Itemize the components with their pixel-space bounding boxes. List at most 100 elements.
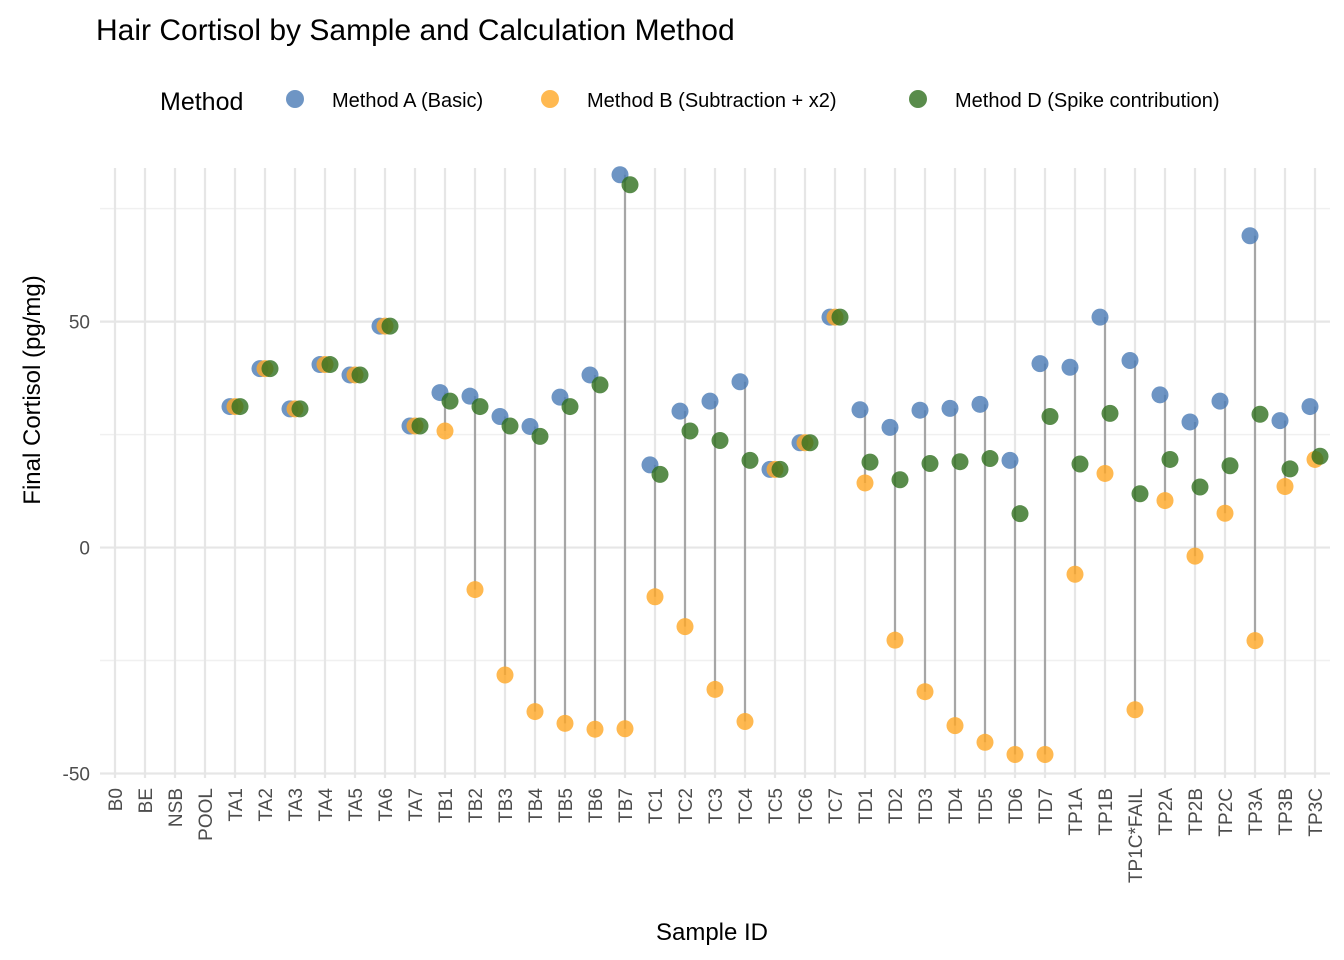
- data-point: [1101, 404, 1119, 422]
- x-axis-ticks: B0 BE NSB POOL TA1 TA2 TA3 TA4 TA5 TA6 TA7 TB1 TB2 TB…: [106, 788, 1327, 883]
- data-point: [1246, 632, 1264, 650]
- data-point: [861, 453, 879, 471]
- legend-label: Method A (Basic): [332, 90, 483, 112]
- x-tick-label: TB2: [466, 788, 487, 823]
- data-point: [556, 714, 574, 732]
- data-point: [1066, 565, 1084, 583]
- data-point: [831, 308, 849, 326]
- data-point: [1011, 505, 1029, 523]
- data-point: [471, 398, 489, 416]
- x-tick-label: TD4: [946, 788, 967, 824]
- data-point: [1281, 460, 1299, 478]
- data-point: [881, 418, 899, 436]
- x-tick-label: TC5: [766, 788, 787, 824]
- legend-key: [909, 90, 927, 108]
- data-point: [436, 422, 454, 440]
- x-tick-label: TA7: [406, 788, 427, 821]
- data-point: [616, 720, 634, 738]
- data-point: [1151, 386, 1169, 404]
- data-point: [1091, 308, 1109, 326]
- data-point: [231, 398, 249, 416]
- x-tick-label: TP1C*FAIL: [1126, 788, 1147, 883]
- x-tick-label: TC2: [676, 788, 697, 824]
- data-point: [1221, 457, 1239, 475]
- data-point: [291, 400, 309, 418]
- x-tick-label: TA2: [256, 788, 277, 821]
- data-point: [736, 713, 754, 731]
- data-point: [731, 373, 749, 391]
- x-tick-label: B0: [106, 788, 127, 811]
- x-tick-label: TP3A: [1246, 788, 1267, 836]
- data-point: [801, 434, 819, 452]
- data-point: [711, 431, 729, 449]
- legend-label: Method D (Spike contribution): [955, 90, 1220, 112]
- x-tick-label: TP3C: [1306, 788, 1327, 837]
- data-point: [1251, 405, 1269, 423]
- x-tick-label: TD5: [976, 788, 997, 824]
- data-point: [1186, 547, 1204, 565]
- x-tick-label: TB3: [496, 788, 517, 823]
- x-tick-label: TD3: [916, 788, 937, 824]
- data-point: [1036, 746, 1054, 764]
- data-point: [646, 588, 664, 606]
- data-point: [1096, 464, 1114, 482]
- data-point: [1061, 358, 1079, 376]
- data-point: [1211, 392, 1229, 410]
- data-point: [466, 581, 484, 599]
- x-tick-label: TB6: [586, 788, 607, 823]
- x-tick-label: TP1B: [1096, 788, 1117, 836]
- data-point: [441, 392, 459, 410]
- y-axis-title: Final Cortisol (pg/mg): [19, 275, 46, 504]
- x-tick-label: NSB: [166, 788, 187, 827]
- y-tick-label: 0: [79, 539, 90, 560]
- y-axis-ticks: -50 0 50: [63, 313, 90, 786]
- data-point: [411, 417, 429, 435]
- x-tick-label: TP2A: [1156, 788, 1177, 836]
- x-tick-label: TB7: [616, 788, 637, 823]
- data-point: [321, 356, 339, 374]
- x-tick-label: TC4: [736, 788, 757, 824]
- data-point: [941, 399, 959, 417]
- data-point: [381, 317, 399, 335]
- x-tick-label: TP2B: [1186, 788, 1207, 836]
- chart-title: Hair Cortisol by Sample and Calculation …: [96, 14, 735, 47]
- x-tick-label: TA6: [376, 788, 397, 821]
- data-point: [851, 401, 869, 419]
- data-point: [701, 392, 719, 410]
- x-tick-label: BE: [136, 788, 157, 813]
- data-point: [1131, 485, 1149, 503]
- data-point: [976, 733, 994, 751]
- data-point: [586, 720, 604, 738]
- data-point: [1301, 398, 1319, 416]
- data-point: [561, 398, 579, 416]
- data-point: [741, 451, 759, 469]
- data-point: [921, 455, 939, 473]
- legend: Method Method A (Basic) Method B (Subtrac…: [160, 88, 1220, 116]
- legend-key: [541, 90, 559, 108]
- data-point: [671, 402, 689, 420]
- x-tick-label: TD7: [1036, 788, 1057, 824]
- x-tick-label: TA4: [316, 788, 337, 822]
- x-tick-label: TB1: [436, 788, 457, 823]
- data-point: [1071, 455, 1089, 473]
- data-point: [911, 401, 929, 419]
- data-points: [221, 166, 1329, 764]
- data-point: [1156, 492, 1174, 510]
- data-point: [886, 631, 904, 649]
- data-point: [651, 465, 669, 483]
- x-tick-label: TB4: [526, 788, 547, 823]
- x-tick-label: TC7: [826, 788, 847, 824]
- data-point: [971, 395, 989, 413]
- data-point: [496, 666, 514, 684]
- x-tick-label: TP2C: [1216, 788, 1237, 837]
- data-point: [501, 417, 519, 435]
- legend-key: [286, 90, 304, 108]
- x-tick-label: TD2: [886, 788, 907, 824]
- x-tick-label: TA1: [226, 788, 247, 821]
- data-point: [891, 471, 909, 489]
- x-axis-title: Sample ID: [656, 919, 768, 946]
- legend-title: Method: [160, 88, 243, 116]
- y-tick-label: 50: [69, 313, 90, 334]
- data-point: [1126, 701, 1144, 719]
- range-segments: [443, 174, 1317, 755]
